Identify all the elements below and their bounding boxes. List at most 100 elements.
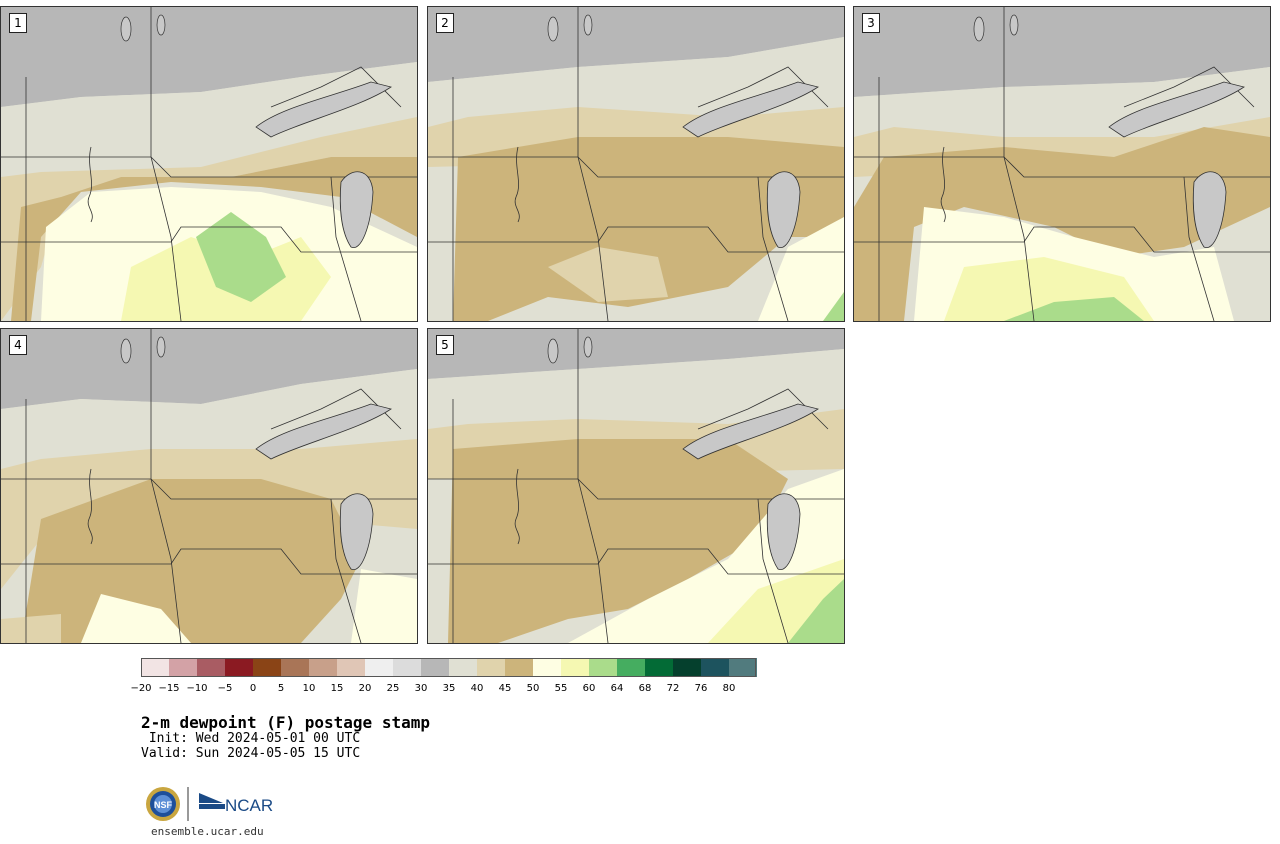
colorbar-tick-label: −15 [158,683,180,694]
map-panel-3: 3 [853,6,1271,322]
lake [156,336,166,358]
green-region [1004,297,1144,321]
state-border [1,226,417,253]
colorbar-border [141,658,756,677]
dry-air-region [1,7,417,107]
init-time: Init: Wed 2024-05-01 00 UTC [141,731,361,746]
map-1 [1,7,417,321]
state-border [428,478,844,500]
colorbar-tick-label: 5 [277,683,285,694]
state-border [150,7,182,321]
colorbar-tick-label: 72 [666,683,680,694]
logo-graphic: NSF NCAR [146,787,273,821]
great-lake [682,81,819,138]
state-border [1183,176,1215,321]
map-panel-1: 1 [0,6,418,322]
tan-patch [1,614,61,643]
colorbar-swatch [393,658,422,677]
colorbar-swatch [141,658,170,677]
figure-title: 2-m dewpoint (F) postage stamp [141,713,430,732]
state-border [854,226,1270,253]
state-border [150,329,182,643]
brown-band [448,439,788,643]
river [514,468,520,545]
colorbar-tick-label: 68 [638,683,652,694]
map-4 [1,329,417,643]
colorbar-swatch [449,658,478,677]
state-border [330,498,362,643]
lake [583,14,593,36]
map-panel-5: 5 [427,328,845,644]
lake [547,16,559,42]
dry-air-region [428,7,844,82]
map-3 [854,7,1270,321]
river [940,146,946,223]
colorbar-swatch [729,658,757,677]
lake [120,16,132,42]
colorbar-swatch [337,658,366,677]
colorbar-swatch [617,658,646,677]
colorbar-tick-label: 0 [249,683,257,694]
colorbar-tick-label: 30 [414,683,428,694]
lake-michigan [1192,171,1227,248]
colorbar-swatch [477,658,506,677]
green-region [196,212,286,302]
dry-air-region [854,7,1270,97]
colorbar-tick-label: 20 [358,683,372,694]
colorbar-tick-label: 80 [722,683,736,694]
state-border [330,176,362,321]
colorbar-swatch [253,658,282,677]
lake [583,336,593,358]
colorbar-swatch [281,658,310,677]
colorbar-tick-label: 45 [498,683,512,694]
green-region [788,579,844,643]
lake [156,14,166,36]
state-border [1,478,417,500]
colorbar-swatch [589,658,618,677]
colorbar-tick-label: 60 [582,683,596,694]
state-border [428,226,844,253]
dry-air-region [428,329,844,379]
moist-patch [81,594,191,643]
lake [973,16,985,42]
river [514,146,520,223]
map-5 [428,329,844,643]
panel-number-1: 1 [9,13,27,33]
panel-number-2: 2 [436,13,454,33]
state-border [1,548,417,575]
panel-number-3: 3 [862,13,880,33]
green-region [823,292,844,321]
colorbar-swatch [505,658,534,677]
colorbar-swatch [365,658,394,677]
state-border [1003,7,1035,321]
lake [1009,14,1019,36]
colorbar-swatch [197,658,226,677]
panel-number-4: 4 [9,335,27,355]
colorbar-swatch [421,658,450,677]
colorbar-tick-label: −10 [186,683,208,694]
ncar-logo-text: NCAR [225,796,273,815]
great-lake [682,403,819,460]
gray-band [1,369,417,469]
lake-michigan [339,493,374,570]
moist-region [351,569,417,643]
lake-michigan [339,171,374,248]
colorbar-tick-label: 25 [386,683,400,694]
great-lake [255,81,392,138]
colorbar-tick-label: 55 [554,683,568,694]
state-border [854,156,1270,178]
map-panel-2: 2 [427,6,845,322]
colorbar-tick-label: 35 [442,683,456,694]
state-border [1,156,417,178]
colorbar-swatch [225,658,254,677]
colorbar-swatch [561,658,590,677]
state-border [757,176,789,321]
site-url: ensemble.ucar.edu [151,825,264,838]
nsf-logo-text: NSF [154,800,173,810]
gray-band [1,62,417,177]
nsf-ncar-logo: NSF NCAR [143,783,283,825]
colorbar-swatch [169,658,198,677]
great-lake [255,403,392,460]
colorbar-swatch [309,658,338,677]
state-border [577,7,609,321]
